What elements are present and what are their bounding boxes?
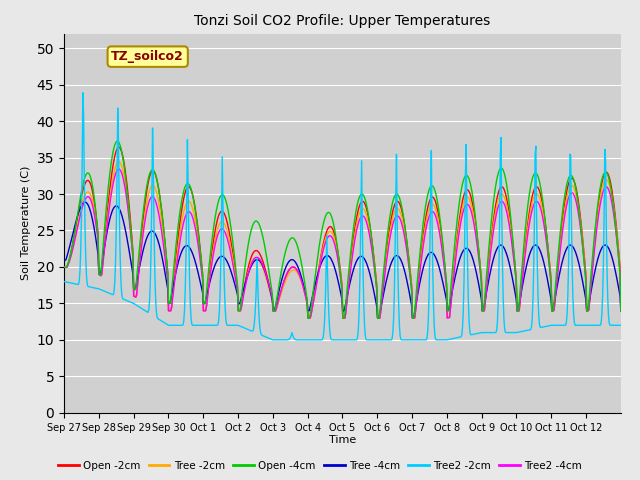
X-axis label: Time: Time: [329, 435, 356, 445]
Title: Tonzi Soil CO2 Profile: Upper Temperatures: Tonzi Soil CO2 Profile: Upper Temperatur…: [195, 14, 490, 28]
Legend: Open -2cm, Tree -2cm, Open -4cm, Tree -4cm, Tree2 -2cm, Tree2 -4cm: Open -2cm, Tree -2cm, Open -4cm, Tree -4…: [54, 456, 586, 475]
Y-axis label: Soil Temperature (C): Soil Temperature (C): [21, 166, 31, 280]
Text: TZ_soilco2: TZ_soilco2: [111, 50, 184, 63]
